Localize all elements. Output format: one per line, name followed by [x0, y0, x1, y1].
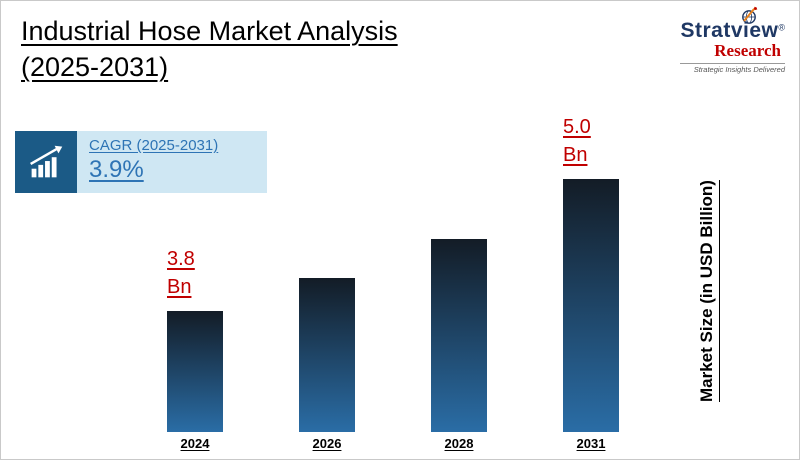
bar-2028 — [431, 239, 487, 432]
chart-bars: 3.8 Bn 5.0 Bn — [129, 100, 657, 432]
bar-2026 — [299, 278, 355, 432]
bar-2031 — [563, 179, 619, 432]
logo-brand-line: Stratview® — [680, 6, 785, 43]
cagr-value: 3.9% — [89, 156, 144, 183]
x-axis-label-2031: 2031 — [576, 436, 606, 451]
y-axis-title: Market Size (in USD Billion) — [697, 180, 716, 402]
registered-mark-icon: ® — [778, 22, 785, 33]
bar-value-unit: Bn — [563, 144, 588, 166]
bar-value-label-2024: 3.8 Bn — [167, 245, 223, 301]
x-axis-label-2028: 2028 — [444, 436, 474, 451]
page-title-line2: (2025-2031) — [21, 52, 169, 83]
bar-group-2026 — [261, 278, 393, 432]
cagr-callout: CAGR (2025-2031) 3.9% — [15, 131, 267, 193]
logo-sub-brand-text: Research — [714, 41, 781, 60]
page-title: Industrial Hose Market Analysis (2025-20… — [21, 13, 398, 86]
cagr-label: CAGR (2025-2031) — [89, 137, 219, 154]
bar-group-2024: 3.8 Bn — [129, 245, 261, 432]
bar-chart: 3.8 Bn 5.0 Bn 2024 2026 2028 2031 — [129, 100, 657, 451]
bar-group-2028 — [393, 239, 525, 432]
bar-value-label-2031: 5.0 Bn — [563, 113, 619, 169]
x-axis-label-2024: 2024 — [180, 436, 210, 451]
bar-2024 — [167, 311, 223, 432]
bar-value-unit: Bn — [167, 276, 192, 298]
logo: Stratview® Research Strategic Insights D… — [680, 6, 785, 74]
x-axis-label-2026: 2026 — [312, 436, 342, 451]
bar-value-number: 3.8 — [167, 248, 195, 270]
logo-tagline: Strategic Insights Delivered — [680, 63, 785, 74]
logo-compass-arrow-icon — [742, 6, 758, 24]
x-axis-labels: 2024 2026 2028 2031 — [129, 436, 657, 451]
page-title-line1: Industrial Hose Market Analysis — [21, 16, 398, 46]
cagr-text: CAGR (2025-2031) 3.9% — [77, 131, 218, 193]
bar-value-number: 5.0 — [563, 116, 591, 138]
growth-chart-icon — [15, 131, 77, 193]
logo-brand-text: Stratview — [680, 19, 779, 42]
bar-group-2031: 5.0 Bn — [525, 113, 657, 432]
